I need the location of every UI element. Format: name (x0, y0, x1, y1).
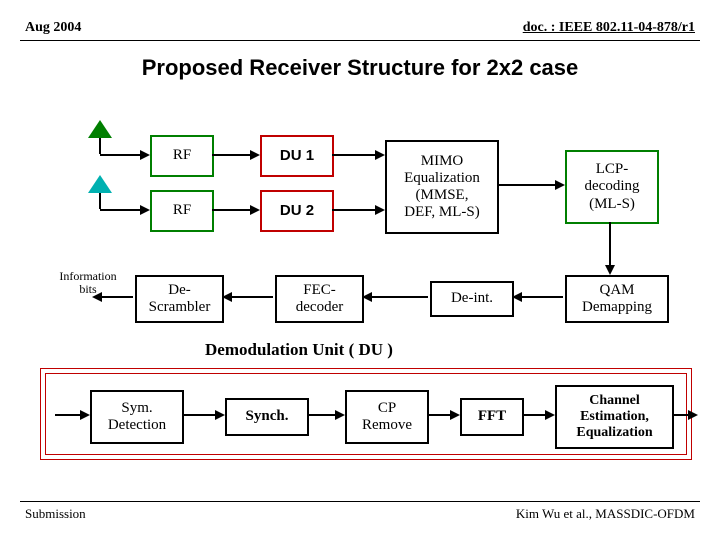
arrow-head (80, 410, 90, 420)
arrow-head (250, 205, 260, 215)
arrow (100, 296, 133, 298)
footer-rule (20, 501, 700, 502)
arrow-head (605, 265, 615, 275)
header-date: Aug 2004 (25, 20, 81, 36)
header-doc: doc. : IEEE 802.11-04-878/r1 (523, 20, 695, 36)
arrow (332, 154, 377, 156)
arrow-head (222, 292, 232, 302)
footer-submission: Submission (25, 506, 86, 522)
mimo-box: MIMO Equalization (MMSE, DEF, ML-S) (385, 140, 499, 234)
arrow (522, 414, 547, 416)
arrow (370, 296, 428, 298)
deint-box: De-int. (430, 281, 514, 317)
arrow-head (140, 205, 150, 215)
arrow-head (375, 205, 385, 215)
arrow (100, 154, 143, 156)
info-bits-label: Information bits (48, 270, 128, 296)
rf1-box: RF (150, 135, 214, 177)
footer-author: Kim Wu et al., MASSDIC-OFDM (516, 506, 695, 522)
arrow (609, 222, 611, 267)
arrow (230, 296, 273, 298)
antenna-2-stem (99, 193, 101, 209)
arrow (212, 154, 252, 156)
fft-box: FFT (460, 398, 524, 436)
synch-box: Synch. (225, 398, 309, 436)
sym-det-box: Sym. Detection (90, 390, 184, 444)
antenna-1-stem (99, 138, 101, 154)
arrow-head (92, 292, 102, 302)
qam-box: QAM Demapping (565, 275, 669, 323)
arrow (55, 414, 82, 416)
arrow-head (250, 150, 260, 160)
arrow-head (555, 180, 565, 190)
fec-box: FEC- decoder (275, 275, 364, 323)
arrow (307, 414, 337, 416)
du1-box: DU 1 (260, 135, 334, 177)
arrow (212, 209, 252, 211)
header-rule (20, 40, 700, 41)
arrow-head (688, 410, 698, 420)
arrow (427, 414, 452, 416)
arrow-head (545, 410, 555, 420)
arrow-head (362, 292, 372, 302)
arrow-head (512, 292, 522, 302)
du2-box: DU 2 (260, 190, 334, 232)
lcp-box: LCP- decoding (ML-S) (565, 150, 659, 224)
arrow (332, 209, 377, 211)
antenna-1-icon (88, 120, 112, 138)
antenna-2-icon (88, 175, 112, 193)
arrow-head (215, 410, 225, 420)
arrow (100, 209, 143, 211)
arrow-head (375, 150, 385, 160)
descrambler-box: De- Scrambler (135, 275, 224, 323)
du-section-title: Demodulation Unit ( DU ) (205, 340, 393, 360)
arrow (182, 414, 217, 416)
chest-box: Channel Estimation, Equalization (555, 385, 674, 449)
rf2-box: RF (150, 190, 214, 232)
cp-remove-box: CP Remove (345, 390, 429, 444)
arrow (497, 184, 557, 186)
arrow-head (450, 410, 460, 420)
arrow (520, 296, 563, 298)
arrow-head (140, 150, 150, 160)
arrow-head (335, 410, 345, 420)
page-title: Proposed Receiver Structure for 2x2 case (0, 55, 720, 81)
